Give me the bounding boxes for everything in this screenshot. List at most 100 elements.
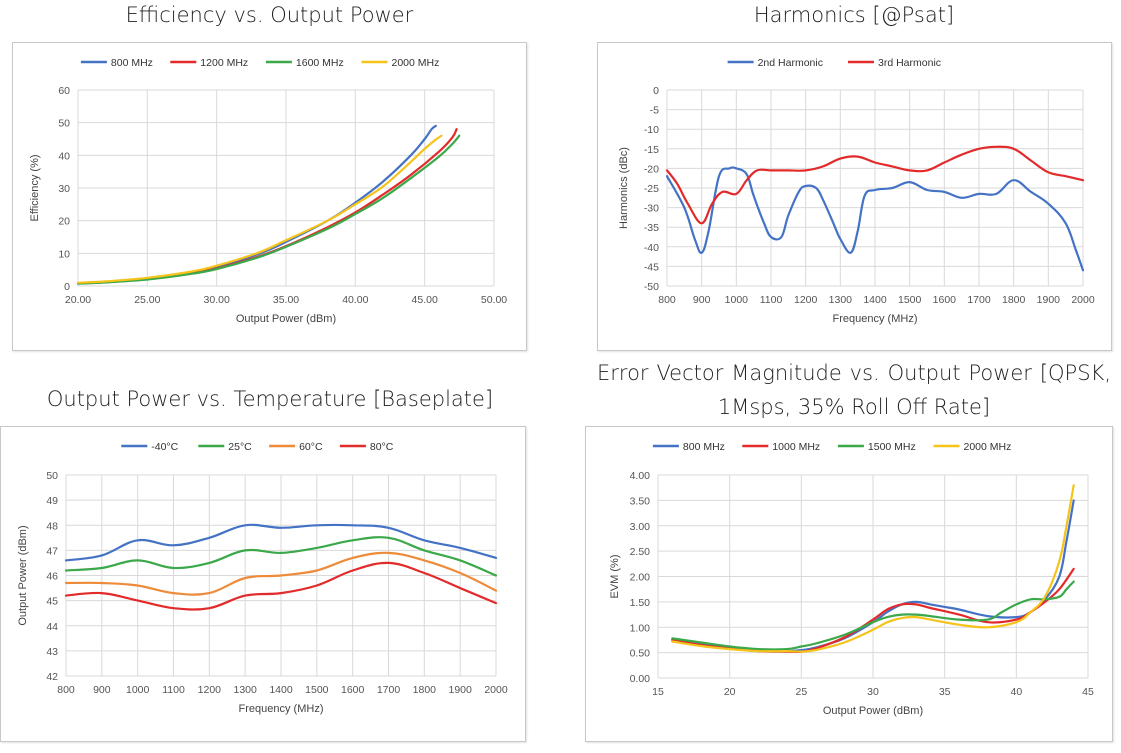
- chart-panel-harmonics: 0 -5 -10 -15 -20 -25 -30 -35 -40 -45 -50 800 900 1000…: [597, 42, 1112, 351]
- y-tick-label: 60: [58, 85, 70, 97]
- x-tick-label: 1900: [448, 684, 472, 696]
- x-tick-label: 1700: [967, 294, 991, 306]
- series-line-2: [64, 551, 498, 596]
- legend-label: 2000 MHz: [392, 57, 440, 69]
- y-tick-label: 47: [46, 545, 58, 557]
- x-tick-label: 1900: [1037, 294, 1061, 306]
- x-tick-label: 800: [57, 684, 75, 696]
- x-tick-label: 30.00: [204, 294, 230, 306]
- legend-label: 1600 MHz: [296, 57, 344, 69]
- y-tick-label: 0.50: [630, 648, 651, 660]
- x-tick-label: 1200: [198, 684, 222, 696]
- x-tick-label: 45.00: [412, 294, 438, 306]
- y-tick-label: -25: [644, 183, 659, 195]
- series-line-2: [76, 134, 461, 285]
- y-tick-label: -35: [644, 222, 659, 234]
- legend-label: 800 MHz: [111, 57, 153, 69]
- x-tick-label: 25: [795, 686, 807, 698]
- x-tick-label: 1000: [725, 294, 749, 306]
- x-tick-label: 1800: [413, 684, 437, 696]
- chart-output-power: 42 43 44 45 46 47 48 49 50 800 900 1000 1100 1200 1300…: [17, 441, 508, 715]
- chart-title-evm: Error Vector Magnitude vs. Output Power …: [597, 361, 1111, 419]
- x-tick-label: 50.00: [481, 294, 507, 306]
- x-axis-title: Output Power (dBm): [823, 705, 923, 717]
- x-tick-label: 1700: [377, 684, 401, 696]
- x-tick-label: 1800: [1002, 294, 1026, 306]
- y-tick-label: -5: [650, 105, 659, 117]
- x-tick-label: 35.00: [273, 294, 299, 306]
- y-tick-label: 10: [58, 248, 70, 260]
- y-tick-label: 0.00: [630, 673, 651, 685]
- x-tick-label: 1100: [162, 684, 185, 696]
- y-tick-label: 46: [46, 571, 58, 583]
- y-tick-label: 44: [46, 621, 58, 633]
- chart-evm: 0.00 0.50 1.00 1.50 2.00 2.50 3.00 3.50 4.00 15 20…: [609, 441, 1094, 717]
- x-tick-label: 40.00: [342, 294, 368, 306]
- y-tick-label: 40: [58, 150, 70, 162]
- x-tick-label: 1500: [898, 294, 922, 306]
- y-tick-label: -45: [644, 261, 659, 273]
- x-tick-label: 2000: [484, 684, 508, 696]
- y-tick-label: 1.50: [630, 597, 651, 609]
- y-tick-label: 49: [46, 495, 58, 507]
- x-tick-label: 1300: [233, 684, 257, 696]
- x-tick-label: 25.00: [134, 294, 160, 306]
- chart-title-harmonics: Harmonics [@Psat]: [753, 3, 955, 27]
- x-tick-label: 40: [1010, 686, 1022, 698]
- x-axis-title: Frequency (MHz): [239, 703, 324, 715]
- y-tick-label: 45: [46, 596, 58, 608]
- legend-label: 25°C: [228, 441, 252, 453]
- series-line-2: [671, 580, 1075, 651]
- legend-label: 3rd Harmonic: [878, 57, 941, 69]
- y-axis-title: Efficiency (%): [29, 154, 41, 221]
- x-tick-label: 30: [867, 686, 879, 698]
- y-tick-label: -10: [644, 124, 659, 136]
- series-line-3: [76, 134, 443, 284]
- y-tick-label: 20: [58, 216, 70, 228]
- series-line-0: [665, 166, 1085, 272]
- series-line-3: [671, 484, 1075, 653]
- y-tick-label: -30: [644, 203, 659, 215]
- chart-efficiency: 0 10 20 30 40 50 60 20.00 25.00 30.00 35.00 40.00 45…: [29, 57, 507, 325]
- x-tick-label: 1200: [794, 294, 818, 306]
- legend-label: 800 MHz: [683, 441, 725, 453]
- y-axis-title: EVM (%): [609, 555, 621, 599]
- y-tick-label: 3.00: [630, 521, 651, 533]
- series-line-1: [64, 536, 498, 577]
- x-tick-label: 45: [1082, 686, 1094, 698]
- y-tick-label: -15: [644, 144, 659, 156]
- y-tick-label: 3.50: [630, 495, 651, 507]
- x-tick-label: 1400: [863, 294, 887, 306]
- y-tick-label: -50: [644, 281, 659, 293]
- legend-label: 80°C: [370, 441, 394, 453]
- x-tick-label: 1600: [341, 684, 365, 696]
- x-tick-label: 15: [652, 686, 664, 698]
- legend-label: 2nd Harmonic: [758, 57, 823, 69]
- legend-label: 2000 MHz: [964, 441, 1012, 453]
- y-tick-label: -20: [644, 163, 659, 175]
- x-tick-label: 900: [693, 294, 711, 306]
- y-tick-label: 50: [58, 118, 70, 130]
- series-line-3: [64, 561, 498, 611]
- series-line-0: [64, 523, 498, 562]
- x-axis-title: Frequency (MHz): [833, 313, 918, 325]
- x-tick-label: 35: [939, 686, 951, 698]
- x-tick-label: 20.00: [65, 294, 91, 306]
- legend-label: 1500 MHz: [868, 441, 916, 453]
- y-tick-label: 4.00: [630, 470, 651, 482]
- legend-label: -40°C: [151, 441, 178, 453]
- y-tick-label: 1.00: [630, 622, 651, 634]
- legend-label: 1000 MHz: [772, 441, 820, 453]
- y-axis-title: Output Power (dBm): [17, 525, 29, 625]
- y-tick-label: 43: [46, 646, 58, 658]
- chart-title-output-power: Output Power vs. Temperature [Baseplate]: [46, 387, 494, 411]
- chart-title-efficiency: Efficiency vs. Output Power: [125, 3, 414, 27]
- y-tick-label: 0: [653, 85, 659, 97]
- chart-panel-efficiency: 0 10 20 30 40 50 60 20.00 25.00 30.00 35.00 40.00 45…: [12, 42, 527, 351]
- series-line-0: [76, 124, 437, 285]
- y-tick-label: 0: [64, 281, 70, 293]
- x-tick-label: 1500: [305, 684, 329, 696]
- x-tick-label: 1400: [269, 684, 293, 696]
- series-line-1: [76, 128, 458, 285]
- chart-panel-evm: 0.00 0.50 1.00 1.50 2.00 2.50 3.00 3.50 4.00 15 20…: [585, 426, 1113, 742]
